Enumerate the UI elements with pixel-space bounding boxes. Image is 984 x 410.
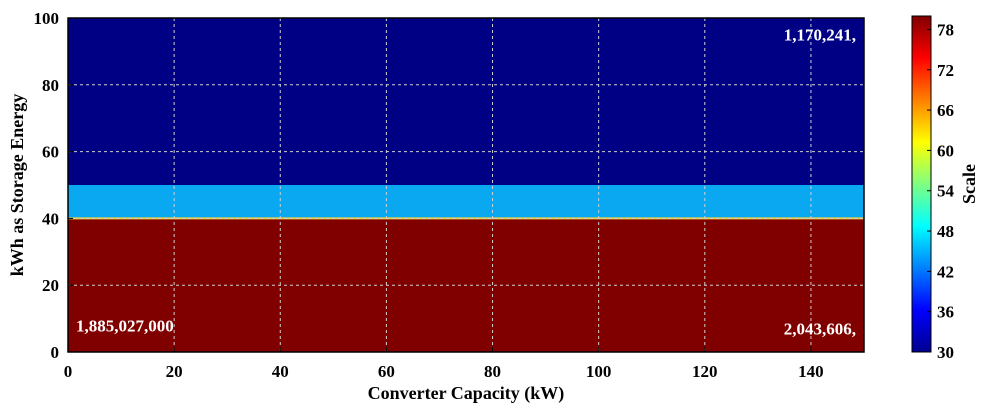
x-axis-title: Converter Capacity (kW): [368, 383, 565, 404]
colorbar-tick-label: 48: [937, 222, 954, 241]
x-tick-label: 140: [798, 362, 824, 381]
x-tick-label: 60: [378, 362, 395, 381]
colorbar-tick-label: 54: [937, 182, 955, 201]
colorbar-tick-label: 60: [937, 141, 954, 160]
y-tick-label: 40: [42, 209, 59, 228]
y-tick-label: 80: [42, 76, 59, 95]
colorbar-tick-label: 66: [937, 101, 954, 120]
y-tick-label: 100: [34, 9, 60, 28]
plot-frame: [67, 17, 865, 353]
value-annotation-0: 1,170,241,: [784, 26, 856, 45]
x-tick-label: 20: [166, 362, 183, 381]
colorbar-tick-label: 36: [937, 303, 954, 322]
x-tick-label: 40: [272, 362, 289, 381]
y-tick-label: 0: [51, 343, 60, 362]
x-tick-label: 120: [692, 362, 718, 381]
colorbar: [911, 15, 932, 353]
y-axis-title: kWh as Storage Energy: [7, 94, 27, 277]
colorbar-title: Scale: [959, 164, 979, 204]
colorbar-tick-label: 78: [937, 20, 954, 39]
y-tick-label: 20: [42, 276, 59, 295]
colorbar-tick-label: 72: [937, 61, 954, 80]
heatmap-band-2: [68, 18, 864, 185]
colorbar-tick-label: 30: [937, 343, 954, 362]
x-tick-label: 100: [586, 362, 612, 381]
heatmap-band-1: [68, 185, 864, 219]
value-annotation-1: 1,885,027,000: [76, 316, 174, 335]
x-tick-label: 0: [64, 362, 73, 381]
colorbar-tick-label: 42: [937, 262, 954, 281]
y-tick-label: 60: [42, 143, 59, 162]
value-annotation-2: 2,043,606,: [784, 320, 856, 339]
x-tick-label: 80: [484, 362, 501, 381]
